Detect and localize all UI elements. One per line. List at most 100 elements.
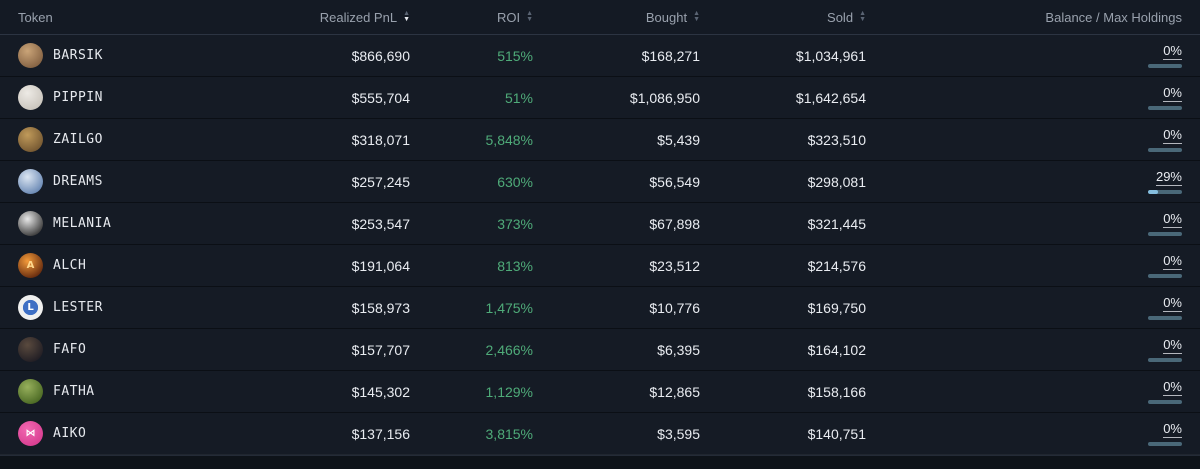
realized-pnl-value: $145,302 bbox=[351, 383, 410, 400]
sort-desc-icon: ▼ bbox=[693, 16, 700, 23]
table-footer-strip bbox=[0, 455, 1200, 469]
balance-bar bbox=[1148, 274, 1182, 278]
table-row-fafo[interactable]: FAFO $157,707 2,466% $6,395 $164,102 0% bbox=[0, 329, 1200, 371]
balance-percent[interactable]: 0% bbox=[1163, 85, 1182, 102]
column-header-label: Realized PnL bbox=[319, 9, 398, 25]
token-name: DREAMS bbox=[53, 174, 103, 189]
realized-pnl-value: $555,704 bbox=[351, 89, 410, 106]
token-avatar bbox=[18, 85, 43, 110]
balance-percent[interactable]: 0% bbox=[1163, 421, 1182, 438]
balance-bar bbox=[1148, 316, 1182, 320]
bought-value: $1,086,950 bbox=[629, 89, 700, 106]
column-header-label: ROI bbox=[496, 9, 521, 25]
token-name: PIPPIN bbox=[53, 90, 103, 105]
sort-asc-icon: ▲ bbox=[693, 10, 700, 17]
balance-cell: 0% bbox=[866, 337, 1182, 362]
sold-value: $214,576 bbox=[807, 257, 866, 274]
balance-percent[interactable]: 0% bbox=[1163, 211, 1182, 228]
sort-asc-icon: ▲ bbox=[859, 10, 866, 17]
table-row-barsik[interactable]: BARSIK $866,690 515% $168,271 $1,034,961… bbox=[0, 35, 1200, 77]
table-row-alch[interactable]: A ALCH $191,064 813% $23,512 $214,576 0% bbox=[0, 245, 1200, 287]
token-name: ALCH bbox=[53, 258, 87, 273]
realized-pnl-value: $157,707 bbox=[351, 341, 410, 358]
token-avatar: ⋈ bbox=[18, 421, 43, 446]
roi-value: 515% bbox=[497, 47, 533, 64]
sort-desc-icon: ▼ bbox=[526, 16, 533, 23]
balance-bar bbox=[1148, 190, 1182, 194]
token-cell: FATHA bbox=[0, 379, 240, 404]
roi-value: 1,475% bbox=[485, 299, 533, 316]
token-avatar bbox=[18, 337, 43, 362]
token-name: MELANIA bbox=[53, 216, 112, 231]
balance-bar bbox=[1148, 358, 1182, 362]
column-header-balance-max-holdings[interactable]: Balance / Max Holdings ▲ ▼ bbox=[866, 10, 1182, 25]
column-header-realized-pnl[interactable]: Realized PnL ▲ ▼ bbox=[240, 10, 410, 25]
bought-value: $168,271 bbox=[641, 47, 700, 64]
bought-value: $67,898 bbox=[649, 215, 700, 232]
balance-cell: 0% bbox=[866, 127, 1182, 152]
sort-desc-icon: ▼ bbox=[403, 16, 410, 23]
token-name: AIKO bbox=[53, 426, 87, 441]
column-header-bought[interactable]: Bought ▲ ▼ bbox=[533, 10, 700, 25]
balance-bar bbox=[1148, 400, 1182, 404]
sort-arrows-icon[interactable]: ▲ ▼ bbox=[526, 10, 533, 23]
token-name: FAFO bbox=[53, 342, 87, 357]
balance-cell: 0% bbox=[866, 43, 1182, 68]
realized-pnl-value: $257,245 bbox=[351, 173, 410, 190]
balance-percent[interactable]: 0% bbox=[1163, 43, 1182, 60]
balance-bar bbox=[1148, 442, 1182, 446]
table-row-fatha[interactable]: FATHA $145,302 1,129% $12,865 $158,166 0… bbox=[0, 371, 1200, 413]
bought-value: $5,439 bbox=[657, 131, 700, 148]
token-cell: MELANIA bbox=[0, 211, 240, 236]
balance-percent[interactable]: 0% bbox=[1163, 379, 1182, 396]
column-header-roi[interactable]: ROI ▲ ▼ bbox=[410, 10, 533, 25]
column-header-token[interactable]: Token ▲ ▼ bbox=[0, 10, 240, 25]
roi-value: 373% bbox=[497, 215, 533, 232]
table-row-lester[interactable]: L LESTER $158,973 1,475% $10,776 $169,75… bbox=[0, 287, 1200, 329]
bought-value: $10,776 bbox=[649, 299, 700, 316]
balance-cell: 0% bbox=[866, 295, 1182, 320]
column-header-label: Balance / Max Holdings bbox=[1045, 9, 1182, 25]
table-row-dreams[interactable]: DREAMS $257,245 630% $56,549 $298,081 29… bbox=[0, 161, 1200, 203]
sold-value: $140,751 bbox=[807, 425, 866, 442]
token-cell: PIPPIN bbox=[0, 85, 240, 110]
token-avatar bbox=[18, 127, 43, 152]
token-avatar bbox=[18, 169, 43, 194]
balance-percent[interactable]: 0% bbox=[1163, 295, 1182, 312]
roi-value: 51% bbox=[504, 89, 533, 106]
table-row-melania[interactable]: MELANIA $253,547 373% $67,898 $321,445 0… bbox=[0, 203, 1200, 245]
token-cell: FAFO bbox=[0, 337, 240, 362]
balance-percent[interactable]: 0% bbox=[1163, 127, 1182, 144]
bought-value: $6,395 bbox=[657, 341, 700, 358]
sort-desc-icon: ▼ bbox=[859, 16, 866, 23]
sort-arrows-icon[interactable]: ▲ ▼ bbox=[859, 10, 866, 23]
token-name: BARSIK bbox=[53, 48, 103, 63]
sort-arrows-icon[interactable]: ▲ ▼ bbox=[403, 10, 410, 23]
sold-value: $1,642,654 bbox=[795, 89, 866, 106]
sort-arrows-icon[interactable]: ▲ ▼ bbox=[693, 10, 700, 23]
sold-value: $298,081 bbox=[807, 173, 866, 190]
sold-value: $158,166 bbox=[807, 383, 866, 400]
sold-value: $321,445 bbox=[807, 215, 866, 232]
token-avatar: L bbox=[18, 295, 43, 320]
sold-value: $169,750 bbox=[807, 299, 866, 316]
token-avatar bbox=[18, 211, 43, 236]
balance-percent[interactable]: 0% bbox=[1163, 337, 1182, 354]
roi-value: 5,848% bbox=[485, 131, 533, 148]
balance-cell: 0% bbox=[866, 85, 1182, 110]
roi-value: 3,815% bbox=[485, 425, 533, 442]
realized-pnl-value: $158,973 bbox=[351, 299, 410, 316]
token-cell: BARSIK bbox=[0, 43, 240, 68]
table-row-zailgo[interactable]: ZAILGO $318,071 5,848% $5,439 $323,510 0… bbox=[0, 119, 1200, 161]
column-header-label: Bought bbox=[645, 9, 688, 25]
realized-pnl-value: $253,547 bbox=[351, 215, 410, 232]
balance-bar bbox=[1148, 106, 1182, 110]
table-row-aiko[interactable]: ⋈ AIKO $137,156 3,815% $3,595 $140,751 0… bbox=[0, 413, 1200, 455]
column-header-sold[interactable]: Sold ▲ ▼ bbox=[700, 10, 866, 25]
realized-pnl-value: $137,156 bbox=[351, 425, 410, 442]
table-row-pippin[interactable]: PIPPIN $555,704 51% $1,086,950 $1,642,65… bbox=[0, 77, 1200, 119]
balance-percent[interactable]: 0% bbox=[1163, 253, 1182, 270]
balance-percent[interactable]: 29% bbox=[1155, 169, 1182, 186]
sort-asc-icon: ▲ bbox=[403, 10, 410, 17]
roi-value: 813% bbox=[497, 257, 533, 274]
